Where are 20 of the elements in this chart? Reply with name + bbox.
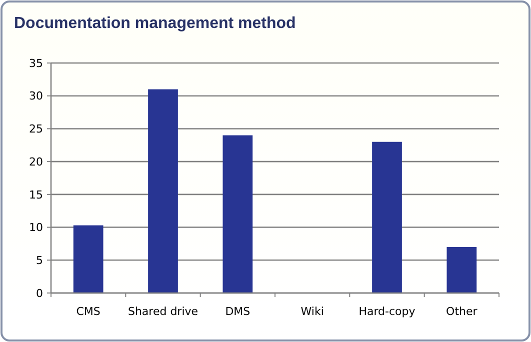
bar bbox=[73, 225, 104, 293]
y-tick-label: 10 bbox=[29, 221, 43, 234]
bar bbox=[372, 142, 402, 293]
y-tick-label: 20 bbox=[29, 155, 43, 168]
x-tick-label: Shared drive bbox=[128, 305, 198, 318]
x-tick-label: DMS bbox=[225, 305, 250, 318]
y-tick-label: 30 bbox=[29, 90, 43, 103]
bar bbox=[446, 247, 477, 293]
bar bbox=[148, 89, 178, 293]
y-tick-label: 5 bbox=[36, 254, 43, 267]
y-tick-label: 15 bbox=[29, 188, 43, 202]
bar bbox=[222, 135, 253, 293]
x-tick-label: Hard-copy bbox=[358, 305, 416, 318]
y-tick-label: 0 bbox=[36, 286, 43, 300]
y-tick-label: 35 bbox=[29, 56, 43, 70]
y-tick-label: 25 bbox=[29, 122, 43, 136]
chart-title: Documentation management method bbox=[14, 15, 296, 32]
x-tick-label: Other bbox=[446, 305, 478, 318]
x-tick-label: CMS bbox=[76, 305, 100, 318]
x-tick-label: Wiki bbox=[300, 305, 324, 318]
